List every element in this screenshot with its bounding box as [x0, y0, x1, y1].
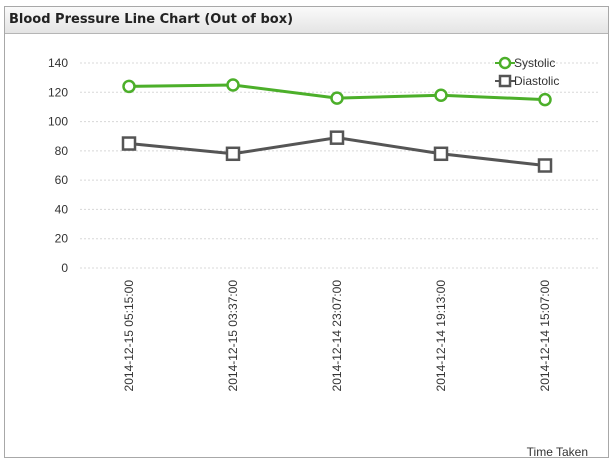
y-tick-label: 20 [55, 232, 69, 246]
marker [121, 136, 137, 151]
y-tick-label: 100 [48, 115, 68, 129]
marker [537, 158, 553, 173]
x-tick-label: 2014-12-14 15:07:00 [538, 280, 552, 392]
marker [330, 91, 344, 105]
marker [122, 79, 136, 94]
y-tick-label: 120 [48, 85, 68, 99]
x-tick-label: 2014-12-15 03:37:00 [226, 280, 240, 392]
legend-label: Systolic [514, 56, 555, 70]
y-tick-label: 40 [55, 202, 69, 216]
x-tick-label: 2014-12-15 05:15:00 [122, 280, 136, 392]
x-tick-label: 2014-12-14 23:07:00 [330, 280, 344, 392]
y-tick-label: 80 [55, 144, 69, 158]
marker [434, 88, 448, 102]
panel-title: Blood Pressure Line Chart (Out of box) [5, 7, 608, 34]
legend-label: Diastolic [514, 74, 559, 88]
legend-marker [498, 74, 512, 88]
marker [329, 130, 345, 145]
y-tick-label: 60 [55, 173, 69, 187]
marker [433, 146, 449, 162]
x-tick-label: 2014-12-14 19:13:00 [434, 280, 448, 392]
marker [225, 146, 241, 162]
y-tick-label: 0 [61, 261, 68, 275]
legend-marker [498, 56, 512, 70]
y-tick-label: 140 [48, 56, 68, 70]
marker [538, 92, 552, 107]
marker [226, 78, 240, 92]
x-axis-label: Time Taken [527, 445, 588, 459]
